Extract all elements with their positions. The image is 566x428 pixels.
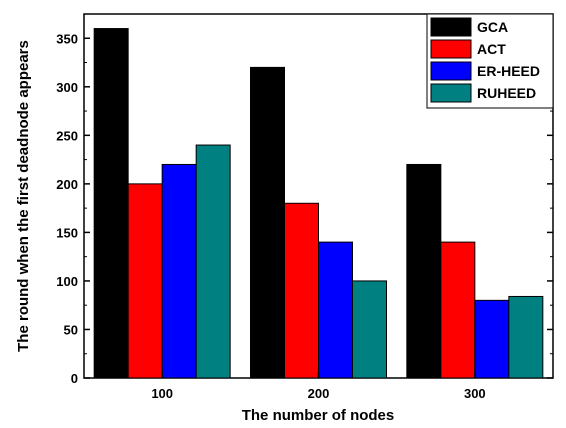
y-tick-label: 100 (56, 274, 78, 289)
bar-act-300 (440, 241, 476, 379)
legend-swatch-act (430, 39, 472, 59)
y-axis-ticks: 0 50 100 150 200 250 300 350 (56, 31, 553, 386)
bar-gca-300 (406, 163, 442, 379)
bar-ruheed-200 (352, 280, 387, 379)
legend-swatch-er-heed (430, 61, 472, 81)
x-axis-ticks: 100 200 300 (151, 372, 486, 401)
legend-label-act: ACT (477, 41, 506, 57)
y-tick-label: 250 (56, 128, 78, 143)
bar-act-100 (127, 183, 163, 379)
bars-group (93, 28, 544, 379)
y-tick-label: 300 (56, 80, 78, 95)
legend-swatch-gca (430, 17, 472, 37)
x-tick-label: 100 (151, 386, 173, 401)
legend-label-er-heed: ER-HEED (477, 63, 540, 79)
y-tick-label: 200 (56, 177, 78, 192)
y-tick-label: 150 (56, 225, 78, 240)
bar-gca-200 (250, 66, 285, 379)
bar-gca-100 (93, 28, 129, 379)
y-axis-title: The round when the first deadnode appear… (15, 40, 32, 352)
x-tick-label: 300 (464, 386, 486, 401)
y-tick-label: 0 (71, 371, 78, 386)
bar-er-heed-100 (161, 163, 197, 379)
bar-er-heed-300 (474, 299, 510, 379)
bar-ruheed-100 (195, 144, 231, 379)
legend-swatch-ruheed (430, 83, 472, 103)
y-tick-label: 50 (64, 322, 78, 337)
bar-act-200 (284, 202, 319, 379)
bar-ruheed-300 (508, 295, 544, 379)
y-tick-label: 350 (56, 31, 78, 46)
bar-er-heed-200 (318, 241, 353, 379)
legend-label-ruheed: RUHEED (477, 85, 536, 101)
legend-label-gca: GCA (477, 19, 508, 35)
legend: GCA ACT ER-HEED RUHEED (426, 13, 554, 109)
x-tick-label: 200 (308, 386, 330, 401)
x-axis-title: The number of nodes (242, 407, 395, 424)
